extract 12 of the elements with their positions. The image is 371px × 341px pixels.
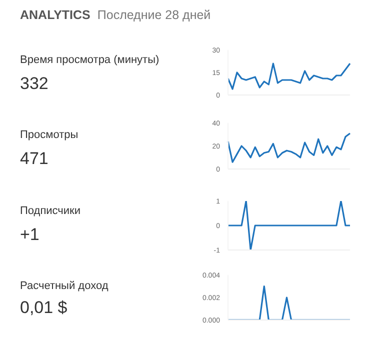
text: 471 [20,149,48,169]
line-series [227,132,351,163]
text: 332 [20,74,48,94]
text: +1 [20,225,40,245]
text: Время просмотра (минуты) [20,54,160,66]
line-series [227,62,351,90]
text: Расчетный доход [20,280,108,292]
chart-subtitle: Последние 28 дней [97,8,211,22]
text: Просмотры [20,129,78,141]
text: ANALYTICS [20,8,90,22]
text: 0,01 $ [20,298,68,318]
text: Подписчики [20,205,81,217]
